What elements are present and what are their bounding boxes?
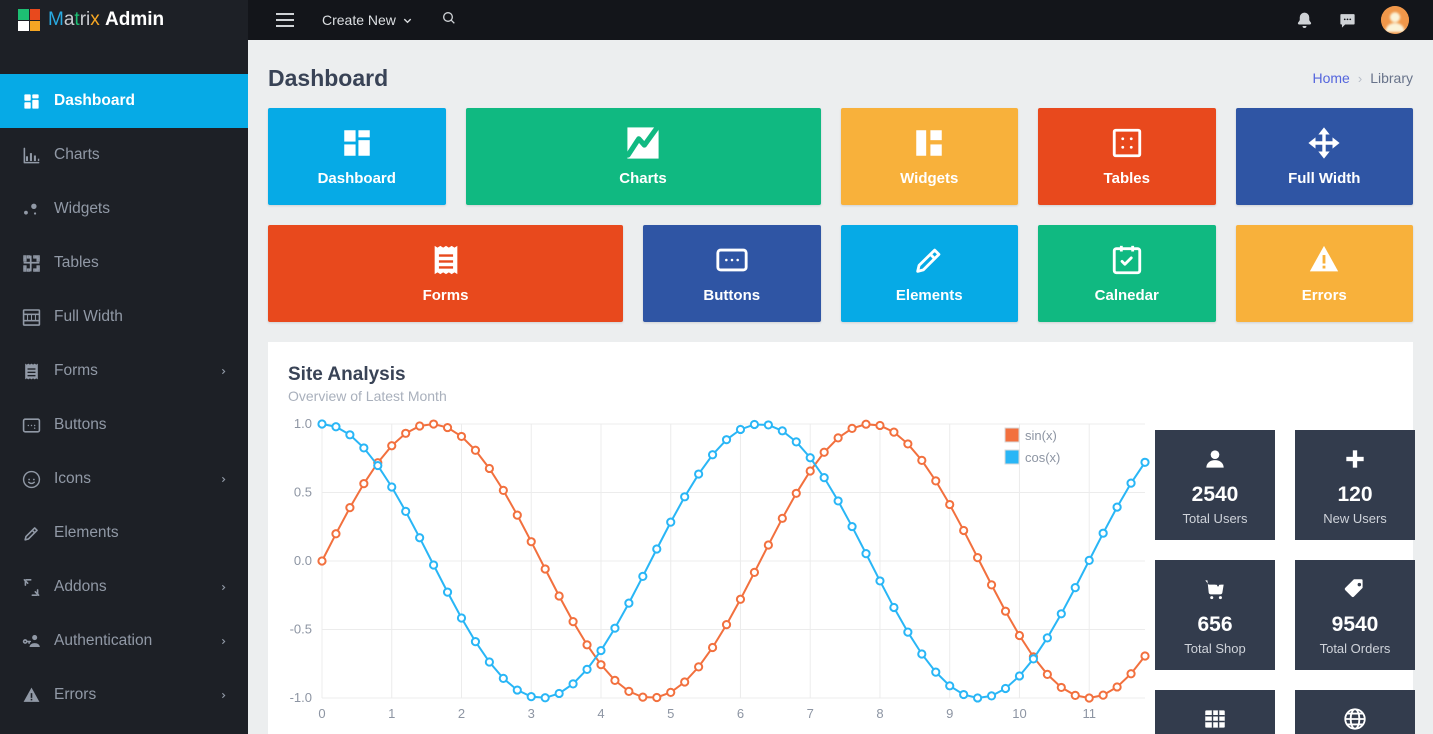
svg-text:6: 6 [737, 706, 744, 721]
svg-text:0.0: 0.0 [294, 553, 312, 568]
svg-text:11: 11 [1082, 706, 1096, 721]
svg-text:3: 3 [528, 706, 535, 721]
svg-text:10: 10 [1012, 706, 1026, 721]
svg-text:-0.5: -0.5 [290, 622, 312, 637]
svg-text:cos(x): cos(x) [1025, 450, 1060, 465]
svg-text:7: 7 [807, 706, 814, 721]
svg-text:1.0: 1.0 [294, 416, 312, 431]
svg-text:-1.0: -1.0 [290, 690, 312, 705]
svg-text:5: 5 [667, 706, 674, 721]
svg-text:4: 4 [597, 706, 604, 721]
svg-text:0.5: 0.5 [294, 485, 312, 500]
svg-text:sin(x): sin(x) [1025, 428, 1057, 443]
svg-text:9: 9 [946, 706, 953, 721]
svg-text:8: 8 [876, 706, 883, 721]
svg-text:2: 2 [458, 706, 465, 721]
svg-text:1: 1 [388, 706, 395, 721]
svg-text:0: 0 [318, 706, 325, 721]
